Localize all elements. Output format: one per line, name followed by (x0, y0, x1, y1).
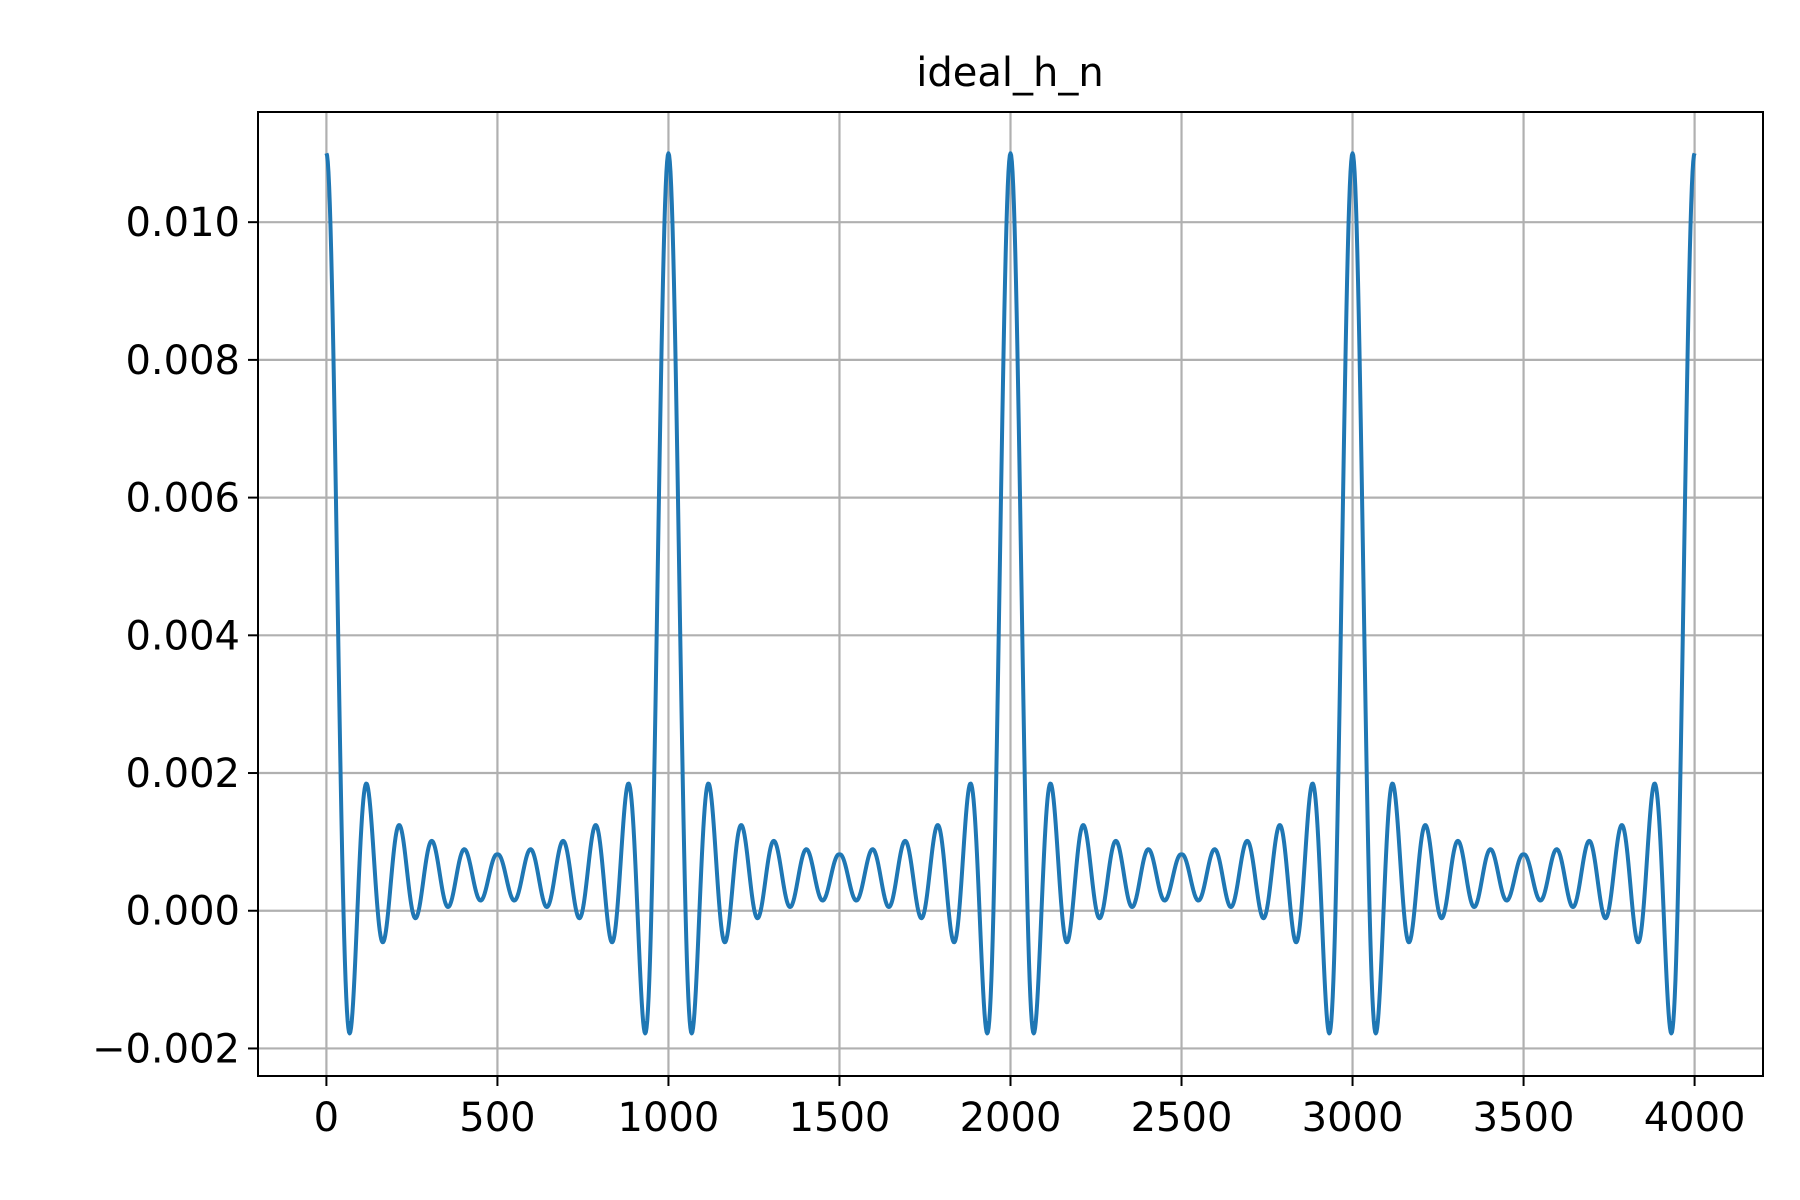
y-tick-label: 0.008 (125, 338, 240, 384)
y-tick-label: 0.002 (125, 751, 240, 797)
x-tick-label: 3000 (1302, 1095, 1404, 1141)
chart-title: ideal_h_n (916, 50, 1103, 96)
x-tick-label: 2000 (960, 1095, 1062, 1141)
y-tick-label: 0.006 (125, 476, 240, 522)
x-tick-label: 1000 (618, 1095, 720, 1141)
y-tick-label: 0.004 (125, 613, 240, 659)
x-tick-label: 3500 (1473, 1095, 1575, 1141)
tick-layer: 0 500 1000 1500 2000 2500 3000 3500 4000 −0.002 0.… (92, 200, 1746, 1141)
y-tick-label: −0.002 (92, 1026, 240, 1072)
y-tick-label: 0.000 (125, 889, 240, 935)
y-tick-label: 0.010 (125, 200, 240, 246)
series-layer (324, 151, 1697, 1036)
x-tick-label: 0 (314, 1095, 339, 1141)
x-tick-label: 500 (459, 1095, 535, 1141)
series-line (324, 151, 1697, 1036)
grid-layer (258, 112, 1763, 1076)
x-tick-label: 4000 (1644, 1095, 1746, 1141)
x-tick-label: 2500 (1131, 1095, 1233, 1141)
x-tick-label: 1500 (789, 1095, 891, 1141)
